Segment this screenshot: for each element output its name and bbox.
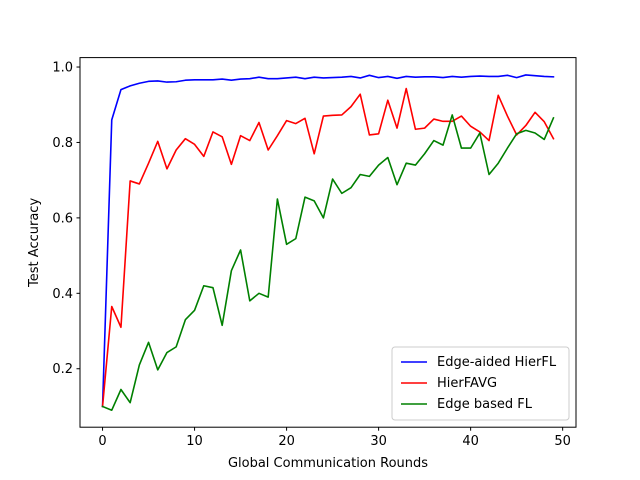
series-line-edge-aided-hierfl xyxy=(101,74,555,408)
y-axis-label: Test Accuracy xyxy=(27,198,42,288)
x-tick-label: 40 xyxy=(462,434,479,449)
y-tick-label: 0.6 xyxy=(52,211,73,226)
x-tick-label: 50 xyxy=(554,434,571,449)
x-tick-label: 0 xyxy=(98,434,106,449)
x-tick-label: 30 xyxy=(370,434,387,449)
y-tick-label: 0.4 xyxy=(52,287,73,302)
y-tick-label: 0.2 xyxy=(52,362,73,377)
x-tick-label: 10 xyxy=(186,434,203,449)
y-tick-label: 1.0 xyxy=(52,61,73,76)
legend: Edge-aided HierFL HierFAVG Edge based FL xyxy=(391,346,570,421)
legend-label: HierFAVG xyxy=(437,376,497,391)
series-line-hierfavg xyxy=(101,87,555,408)
legend-label: Edge-aided HierFL xyxy=(437,355,557,370)
series-layer xyxy=(101,74,555,412)
legend-box xyxy=(391,346,570,421)
series-line-edge-based-fl xyxy=(101,114,555,412)
x-tick-label: 20 xyxy=(278,434,295,449)
x-axis-ticks: 0 10 20 30 40 50 xyxy=(98,427,571,449)
y-axis-ticks: 0.2 0.4 0.6 0.8 1.0 xyxy=(52,61,80,377)
x-axis-label: Global Communication Rounds xyxy=(228,456,428,471)
y-tick-label: 0.8 xyxy=(52,136,73,151)
plot-frame xyxy=(79,57,577,428)
legend-label: Edge based FL xyxy=(437,397,533,412)
